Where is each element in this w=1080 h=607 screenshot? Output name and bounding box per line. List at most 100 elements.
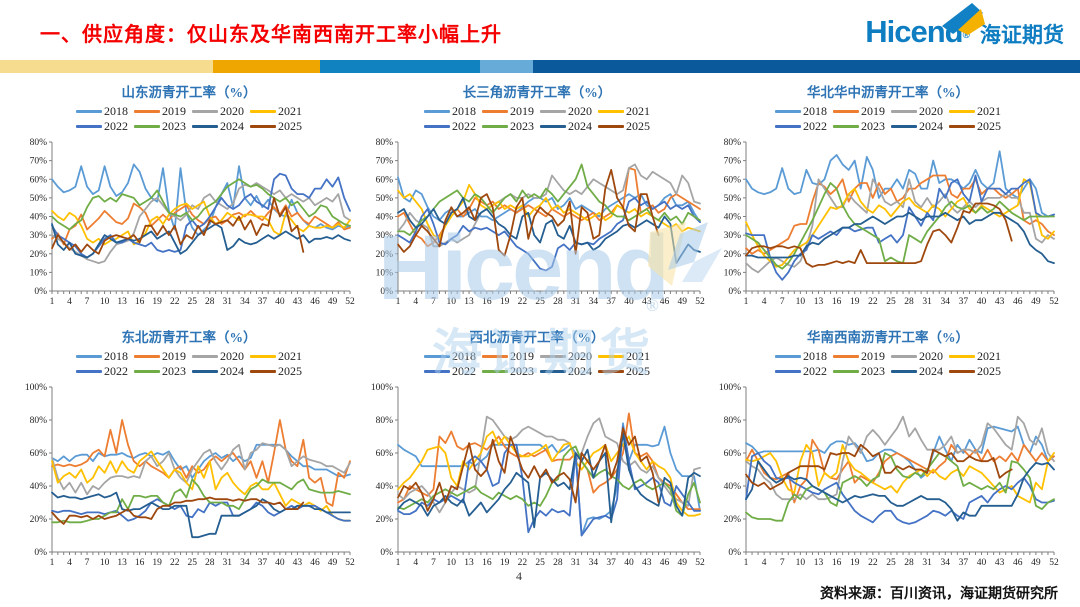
legend-item-2020: 2020: [891, 349, 943, 364]
series-line-2025: [745, 202, 1013, 268]
svg-text:40: 40: [624, 558, 634, 568]
svg-text:49: 49: [677, 558, 687, 568]
series-line-2025: [745, 443, 1013, 491]
legend-item-2021: 2021: [250, 104, 302, 119]
legend-label: 2023: [510, 119, 534, 133]
svg-text:70%: 70%: [724, 157, 742, 167]
svg-text:46: 46: [660, 297, 670, 307]
svg-text:80%: 80%: [376, 416, 394, 426]
svg-text:19: 19: [850, 297, 860, 307]
svg-text:28: 28: [205, 558, 215, 568]
svg-text:7: 7: [85, 558, 90, 568]
legend-item-2023: 2023: [833, 364, 885, 379]
series-line-2020: [397, 163, 701, 248]
svg-text:52: 52: [695, 558, 705, 568]
svg-text:37: 37: [258, 297, 268, 307]
svg-text:20%: 20%: [376, 250, 394, 260]
svg-text:16: 16: [482, 297, 492, 307]
legend-item-2022: 2022: [76, 364, 128, 379]
svg-text:43: 43: [642, 558, 652, 568]
legend-label: 2024: [568, 364, 592, 378]
legend-item-2019: 2019: [482, 104, 534, 119]
legend-label: 2022: [104, 119, 128, 133]
svg-text:4: 4: [413, 297, 418, 307]
page-number: 4: [516, 569, 522, 583]
svg-text:28: 28: [205, 297, 215, 307]
svg-text:22: 22: [868, 558, 878, 568]
svg-text:7: 7: [780, 297, 785, 307]
legend-label: 2021: [626, 104, 650, 118]
svg-text:34: 34: [941, 297, 951, 307]
legend-swatch: [833, 355, 859, 358]
svg-text:25: 25: [886, 558, 896, 568]
legend-label: 2024: [220, 119, 244, 133]
legend-swatch: [891, 125, 917, 128]
legend-item-2023: 2023: [833, 119, 885, 134]
series-line-2022: [397, 425, 701, 537]
svg-text:13: 13: [464, 558, 474, 568]
svg-text:30%: 30%: [376, 231, 394, 241]
svg-text:10: 10: [447, 297, 457, 307]
legend-label: 2021: [626, 349, 650, 363]
svg-text:19: 19: [500, 558, 510, 568]
chart-legend: 2018 2019 2020 2021 2022 2023 2024 2025: [772, 349, 1004, 379]
legend-label: 2018: [452, 104, 476, 118]
legend-label: 2020: [568, 349, 592, 363]
chart-legend: 2018 2019 2020 2021 2022 2023 2024 2025: [73, 349, 305, 379]
svg-text:80%: 80%: [30, 138, 48, 148]
svg-text:10%: 10%: [376, 268, 394, 278]
svg-text:43: 43: [642, 297, 652, 307]
legend-label: 2019: [162, 349, 186, 363]
legend-swatch: [134, 125, 160, 128]
svg-text:34: 34: [589, 297, 599, 307]
svg-text:43: 43: [293, 297, 303, 307]
series-line-2023: [745, 452, 1055, 522]
svg-text:31: 31: [223, 558, 233, 568]
svg-text:34: 34: [941, 558, 951, 568]
legend-label: 2019: [510, 104, 534, 118]
series-line-2019: [745, 438, 1055, 504]
svg-text:7: 7: [780, 558, 785, 568]
legend-swatch: [192, 125, 218, 128]
legend-item-2021: 2021: [250, 349, 302, 364]
legend-item-2022: 2022: [76, 119, 128, 134]
legend-swatch: [250, 370, 276, 373]
legend-item-2019: 2019: [134, 349, 186, 364]
legend-item-2020: 2020: [540, 104, 592, 119]
chart-northeast: 东北沥青开工率（%） 2018 2019 2020 2021 2022 2023 2024 2…: [20, 329, 358, 581]
logo-arrow-icon: [942, 3, 985, 35]
svg-text:4: 4: [67, 558, 72, 568]
chart-title: 长三角沥青开工率（%）: [462, 85, 612, 100]
svg-text:80%: 80%: [30, 416, 48, 426]
legend-label: 2021: [278, 104, 302, 118]
legend-item-2024: 2024: [540, 364, 592, 379]
svg-text:49: 49: [677, 297, 687, 307]
chart-yangtze-delta: 长三角沥青开工率（%） 2018 2019 2020 2021 2022 2023 2024…: [366, 84, 708, 320]
legend-swatch: [76, 110, 102, 113]
svg-text:46: 46: [1013, 297, 1023, 307]
svg-text:10: 10: [100, 297, 110, 307]
legend-label: 2020: [220, 349, 244, 363]
legend-label: 2025: [626, 364, 650, 378]
source-note: 资料来源：百川资讯，海证期货研究所: [820, 587, 1058, 602]
svg-text:1: 1: [50, 558, 55, 568]
svg-text:16: 16: [832, 297, 842, 307]
svg-text:43: 43: [293, 558, 303, 568]
legend-swatch: [775, 370, 801, 373]
legend-item-2019: 2019: [134, 104, 186, 119]
legend-label: 2024: [919, 364, 943, 378]
svg-text:7: 7: [85, 297, 90, 307]
legend-item-2025: 2025: [598, 119, 650, 134]
legend-swatch: [598, 110, 624, 113]
svg-text:13: 13: [117, 558, 127, 568]
legend-item-2021: 2021: [949, 349, 1001, 364]
svg-text:49: 49: [328, 558, 338, 568]
svg-text:10%: 10%: [724, 268, 742, 278]
legend-label: 2020: [919, 104, 943, 118]
svg-text:19: 19: [500, 297, 510, 307]
svg-text:13: 13: [814, 558, 824, 568]
legend-swatch: [250, 110, 276, 113]
series-line-2022: [51, 498, 351, 522]
legend-swatch: [192, 110, 218, 113]
